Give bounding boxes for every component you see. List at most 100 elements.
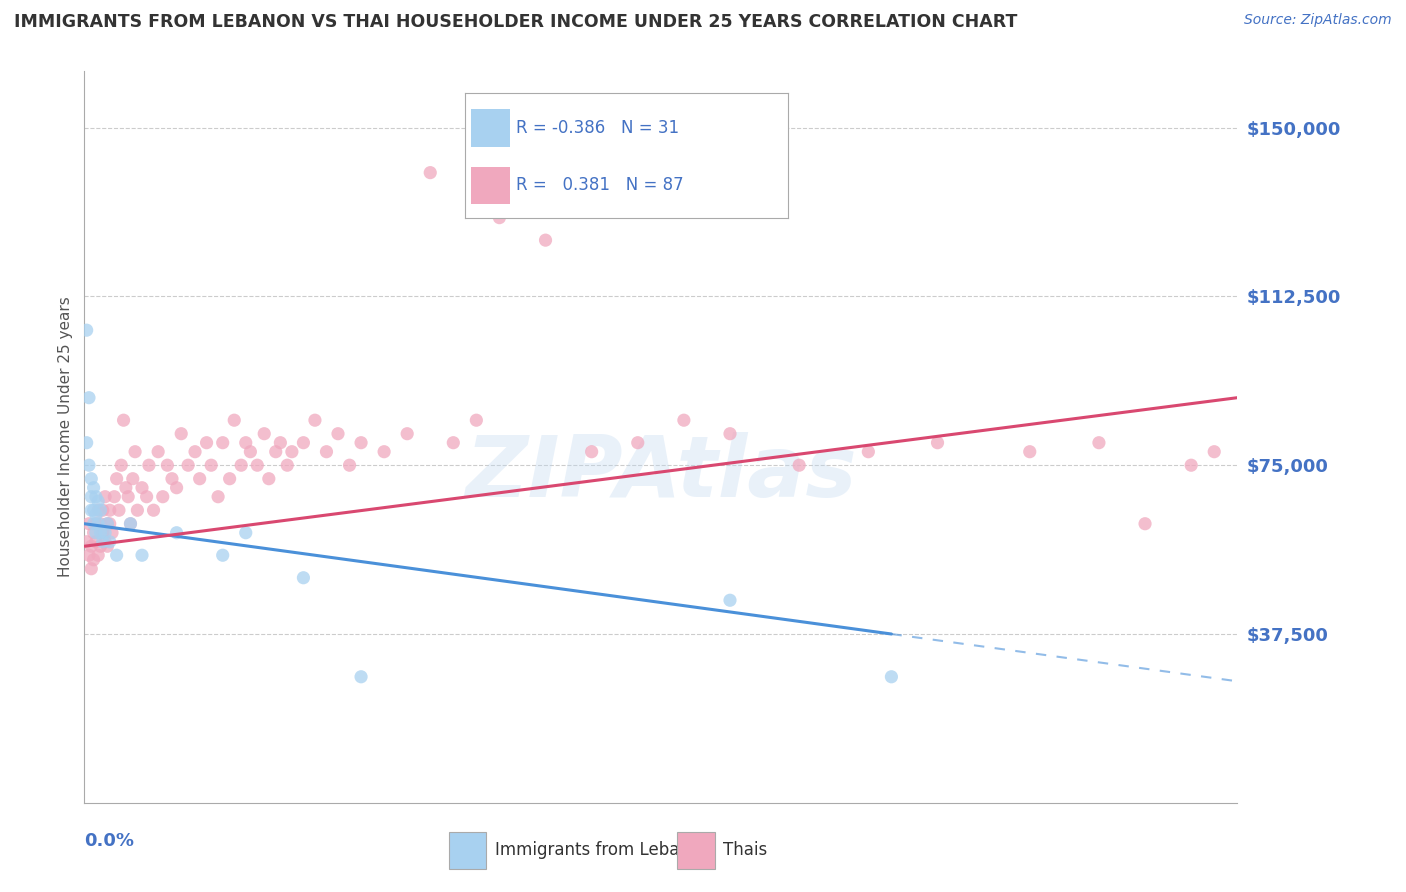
Point [218,472,240,486]
Point [84,534,107,549]
Point [110,458,132,473]
Point [80,490,103,504]
Point [87,503,110,517]
Text: 0.0%: 0.0% [84,832,135,850]
Point [91,534,114,549]
Point [326,426,349,441]
Text: IMMIGRANTS FROM LEBANON VS THAI HOUSEHOLDER INCOME UNDER 25 YEARS CORRELATION CH: IMMIGRANTS FROM LEBANON VS THAI HOUSEHOL… [14,13,1018,31]
Point [103,490,125,504]
Point [1204,444,1226,458]
Point [96,516,118,531]
Point [101,525,124,540]
Point [166,481,188,495]
Point [195,435,218,450]
Point [239,444,262,458]
Point [76,323,98,337]
Point [124,444,146,458]
Point [83,481,105,495]
Point [108,503,131,517]
Point [166,525,188,540]
Point [170,426,193,441]
Point [80,472,103,486]
Point [84,525,107,540]
Point [160,472,183,486]
Point [211,435,233,450]
Point [253,426,276,441]
Point [115,481,138,495]
Point [112,413,135,427]
Point [138,458,160,473]
Point [135,490,157,504]
Point [96,539,118,553]
Point [89,516,111,531]
Point [304,413,326,427]
Point [235,525,257,540]
Point [77,516,100,531]
Point [80,562,103,576]
Point [672,413,695,427]
Point [292,571,315,585]
Point [98,534,121,549]
Point [105,472,128,486]
Point [276,458,298,473]
Point [235,435,257,450]
Point [1018,444,1040,458]
Point [120,516,142,531]
Point [207,490,229,504]
Point [94,525,117,540]
Point [89,525,111,540]
Point [84,508,107,522]
Point [83,503,105,517]
Point [339,458,361,473]
Text: ZIPAtlas: ZIPAtlas [465,432,856,516]
Point [534,233,557,247]
Point [98,503,121,517]
Point [80,539,103,553]
Point [1088,435,1111,450]
Point [718,593,741,607]
Point [83,516,105,531]
Point [269,435,291,450]
Point [581,444,603,458]
Point [188,472,211,486]
Point [231,458,253,473]
Point [1133,516,1156,531]
Point [80,503,103,517]
Point [117,490,139,504]
Point [94,534,117,549]
Point [87,548,110,562]
Point [718,426,741,441]
Point [87,516,110,531]
Point [257,472,280,486]
Point [87,494,110,508]
Point [224,413,246,427]
Point [83,553,105,567]
Point [127,503,149,517]
Point [627,435,650,450]
Point [83,525,105,540]
Point [1180,458,1202,473]
Point [211,548,233,562]
Point [350,435,373,450]
Point [77,548,100,562]
Point [91,503,114,517]
Point [396,426,419,441]
Point [131,481,153,495]
Point [105,548,128,562]
Point [146,444,169,458]
Point [858,444,880,458]
Point [89,539,111,553]
Point [84,516,107,531]
Point [76,435,98,450]
Point [77,391,100,405]
Point [177,458,200,473]
Point [184,444,207,458]
Point [96,516,118,531]
Point [315,444,337,458]
Point [373,444,395,458]
Point [76,534,98,549]
Point [131,548,153,562]
Point [152,490,174,504]
Point [121,472,143,486]
Point [465,413,488,427]
